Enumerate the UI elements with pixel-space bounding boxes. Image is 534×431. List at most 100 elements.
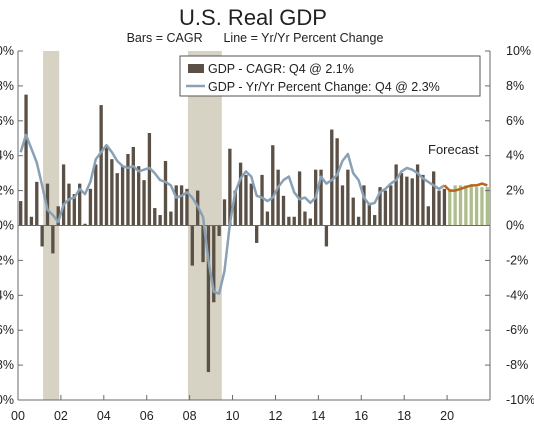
- gdp-bar: [308, 218, 312, 226]
- gdp-bar: [56, 206, 60, 226]
- y-tick-label-left: 2%: [0, 184, 14, 198]
- gdp-bar: [351, 197, 355, 226]
- gdp-bar: [255, 225, 259, 243]
- gdp-bar: [185, 188, 189, 226]
- forecast-annotation: Forecast: [428, 142, 479, 157]
- y-tick-label-right: 8%: [506, 79, 524, 93]
- gdp-bar: [24, 94, 28, 226]
- gdp-bar: [201, 225, 205, 263]
- y-tick-label-left: 6%: [0, 114, 14, 128]
- axes: 10% 8% 6% 4% 2% 0% -2% -4% -6% -8% -10% 10% 8% 6% 4% 2%…: [0, 44, 534, 423]
- gdp-bar: [271, 145, 275, 226]
- gdp-bar: [373, 215, 377, 226]
- gdp-bar: [244, 174, 248, 226]
- y-tick-label-right: -6%: [506, 323, 528, 337]
- y-tick-label-left: 8%: [0, 79, 14, 93]
- gdp-bar: [115, 173, 119, 226]
- gdp-bar: [474, 187, 479, 226]
- gdp-bar: [485, 187, 489, 226]
- gdp-bar: [94, 164, 98, 226]
- gdp-bar: [228, 148, 232, 226]
- gdp-bar: [276, 169, 280, 226]
- chart-title: U.S. Real GDP: [179, 5, 327, 30]
- x-tick-label: 04: [97, 409, 111, 423]
- y-tick-label-right: 0%: [506, 219, 524, 233]
- gdp-bar: [330, 129, 334, 226]
- gdp-bar: [40, 225, 44, 247]
- gdp-bar: [99, 105, 103, 226]
- gdp-bar: [179, 185, 184, 226]
- y-tick-label-left: -2%: [0, 253, 14, 267]
- gdp-bar: [174, 185, 178, 226]
- x-tick-label: 14: [311, 409, 325, 423]
- y-tick-label-left: 0%: [0, 219, 14, 233]
- gdp-bar: [190, 225, 194, 266]
- y-tick-label-right: 2%: [506, 184, 524, 198]
- x-tick-label: 10: [226, 409, 240, 423]
- x-tick-label: 12: [269, 409, 283, 423]
- gdp-bar: [453, 185, 457, 226]
- gdp-bar: [222, 199, 227, 226]
- gdp-bar: [19, 201, 23, 226]
- gdp-bar: [432, 171, 436, 226]
- gdp-bar: [120, 166, 125, 226]
- gdp-bar: [249, 183, 253, 226]
- gdp-bar: [169, 211, 173, 226]
- gdp-bar: [83, 223, 87, 226]
- gdp-bar: [367, 202, 371, 226]
- y-tick-label-left: 10%: [0, 44, 14, 58]
- gdp-bar: [405, 176, 409, 226]
- gdp-bar: [110, 159, 114, 226]
- gdp-bar: [356, 216, 361, 226]
- gdp-bar: [346, 169, 350, 226]
- gdp-bar: [303, 211, 307, 226]
- y-tick-label-right: -4%: [506, 288, 528, 302]
- gdp-bar: [287, 216, 291, 226]
- gdp-bar: [233, 190, 237, 226]
- y-tick-label-right: 10%: [506, 44, 531, 58]
- x-tick-label: 18: [397, 409, 411, 423]
- y-tick-label-right: -8%: [506, 358, 528, 372]
- gdp-bar: [35, 181, 39, 226]
- gdp-bar: [212, 225, 216, 303]
- gdp-bar: [442, 188, 447, 226]
- gdp-bar: [61, 164, 66, 226]
- y-tick-label-left: -10%: [0, 393, 14, 407]
- x-tick-label: 20: [440, 409, 454, 423]
- gdp-bar: [324, 225, 329, 247]
- gdp-bar: [260, 174, 264, 226]
- line-series: [19, 133, 488, 295]
- gdp-bar: [410, 178, 414, 226]
- y-tick-label-left: 4%: [0, 149, 14, 163]
- gdp-bar: [340, 185, 345, 226]
- legend-box: [179, 55, 481, 97]
- gdp-bar: [158, 215, 162, 226]
- yoy-line-forecast: [443, 182, 488, 192]
- gdp-bar: [437, 190, 441, 226]
- gdp-bar: [399, 173, 404, 226]
- gdp-bar: [104, 145, 109, 226]
- y-tick-label-left: -6%: [0, 323, 14, 337]
- gdp-bar: [126, 153, 130, 226]
- gdp-bar: [147, 133, 152, 226]
- gdp-bar: [464, 185, 468, 226]
- x-tick-label: 00: [11, 409, 25, 423]
- gdp-bar: [335, 138, 339, 226]
- gdp-bar: [67, 183, 71, 226]
- y-tick-label-right: -10%: [506, 393, 534, 407]
- legend: GDP - CAGR: Q4 @ 2.1% GDP - Yr/Yr Percen…: [179, 55, 481, 97]
- gdp-bar: [163, 160, 168, 226]
- gdp-bar: [480, 187, 484, 226]
- gdp-bar: [378, 187, 382, 226]
- bar-series: [19, 94, 489, 373]
- gdp-bar: [88, 188, 93, 226]
- yoy-line-actual: [19, 133, 446, 295]
- y-tick-label-right: -2%: [506, 253, 528, 267]
- gdp-bar: [78, 183, 82, 226]
- x-tick-label: 16: [354, 409, 368, 423]
- y-tick-label-right: 6%: [506, 114, 524, 128]
- gdp-bar: [394, 164, 398, 226]
- gdp-bar: [153, 208, 157, 226]
- gdp-bar: [217, 225, 221, 236]
